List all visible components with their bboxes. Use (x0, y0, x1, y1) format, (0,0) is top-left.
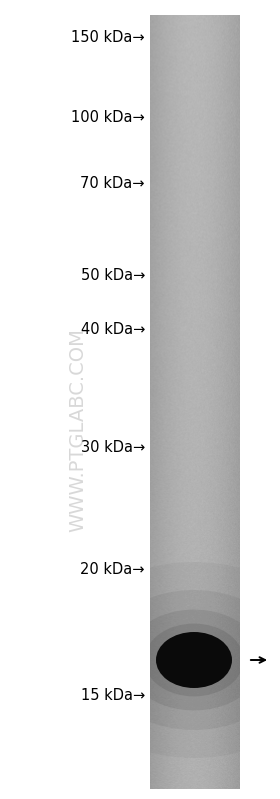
Text: 150 kDa→: 150 kDa→ (71, 30, 145, 46)
Ellipse shape (156, 632, 232, 688)
Text: 15 kDa→: 15 kDa→ (81, 687, 145, 702)
Text: 20 kDa→: 20 kDa→ (81, 562, 145, 578)
Text: 40 kDa→: 40 kDa→ (81, 323, 145, 337)
Text: 100 kDa→: 100 kDa→ (71, 110, 145, 125)
Ellipse shape (144, 623, 243, 697)
Ellipse shape (61, 562, 280, 758)
Text: WWW.PTGLABC.COM: WWW.PTGLABC.COM (69, 328, 87, 532)
Text: 30 kDa→: 30 kDa→ (81, 440, 145, 455)
Text: 50 kDa→: 50 kDa→ (81, 268, 145, 283)
Text: 70 kDa→: 70 kDa→ (81, 176, 145, 190)
Ellipse shape (126, 610, 262, 710)
Ellipse shape (99, 590, 280, 730)
